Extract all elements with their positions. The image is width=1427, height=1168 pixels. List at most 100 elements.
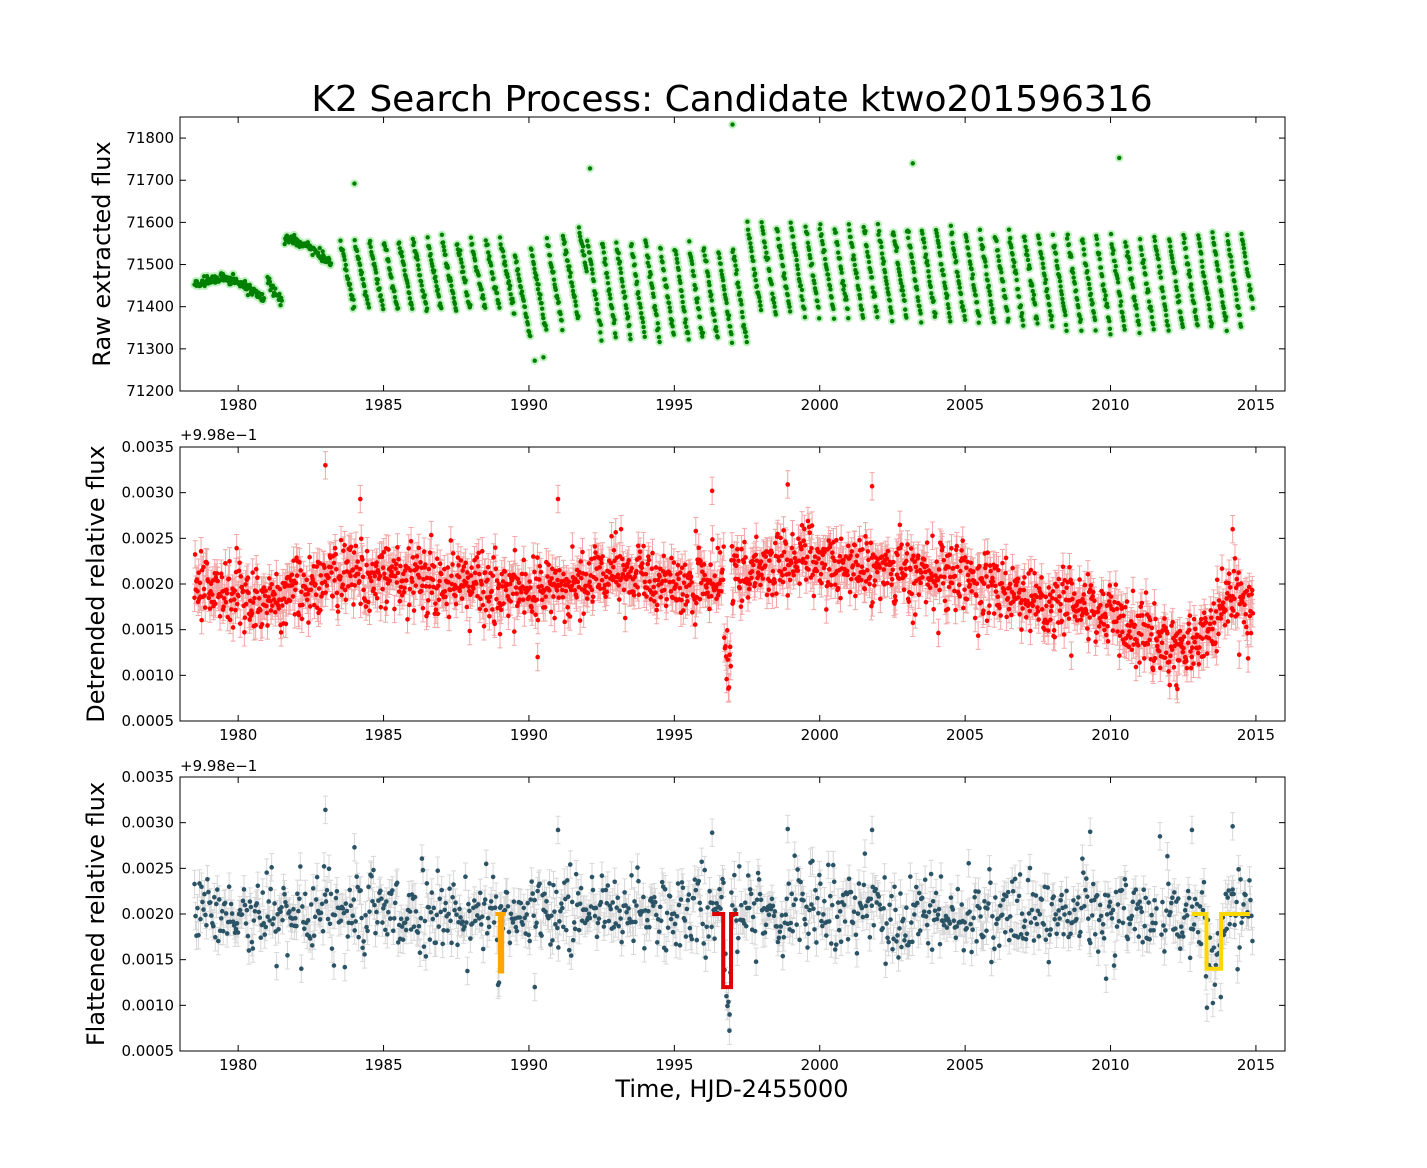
raw-data-point (591, 278, 596, 284)
raw-data-point (905, 235, 911, 241)
raw-data-point (942, 280, 947, 285)
raw-data-point (775, 229, 780, 234)
raw-data-point (1127, 259, 1132, 265)
raw-data-point (1049, 313, 1054, 319)
raw-data-point (776, 236, 781, 242)
raw-data-point (1149, 308, 1154, 313)
raw-data-point (794, 257, 799, 263)
raw-data-point (440, 240, 446, 245)
raw-data-point (1055, 266, 1060, 271)
raw-data-point (386, 259, 391, 264)
raw-data-point (967, 253, 972, 258)
raw-data-point (797, 279, 802, 284)
raw-data-point (569, 280, 575, 285)
raw-data-point (809, 261, 815, 266)
raw-data-point (340, 247, 346, 253)
raw-data-point (826, 277, 831, 282)
raw-data-point (1053, 251, 1059, 256)
raw-data-point (1173, 279, 1178, 284)
raw-data-point (1188, 282, 1194, 287)
raw-data-point (1073, 288, 1079, 293)
raw-data-point (977, 313, 982, 318)
raw-data-point (724, 300, 729, 306)
raw-data-point (815, 298, 820, 304)
raw-data-point (1001, 287, 1006, 293)
raw-data-point (1120, 314, 1126, 320)
raw-data-point (1059, 292, 1065, 297)
raw-data-point (1238, 324, 1244, 329)
raw-data-point (368, 244, 373, 250)
raw-data-point (405, 284, 411, 289)
raw-data-point (612, 317, 617, 323)
raw-data-point (517, 278, 522, 284)
raw-data-point (1169, 256, 1175, 261)
raw-data-point (491, 276, 496, 281)
raw-data-point (623, 294, 628, 299)
raw-data-point (739, 302, 744, 307)
raw-data-point (991, 319, 997, 325)
raw-data-point (445, 265, 451, 270)
raw-data-point (686, 337, 691, 342)
raw-data-point (921, 240, 927, 245)
raw-data-point (646, 264, 652, 269)
raw-data-point (1244, 260, 1249, 266)
raw-data-point (837, 256, 843, 261)
panel-raw: 1980 1985 1990 1995 2000 2005 2010 201571200713… (88, 116, 1286, 414)
raw-data-point (1020, 317, 1025, 323)
raw-data-point (1089, 297, 1094, 303)
raw-data-point (985, 278, 990, 283)
raw-data-point (378, 293, 384, 298)
raw-data-point (742, 326, 747, 331)
raw-data-point (261, 295, 267, 301)
raw-data-point (700, 334, 705, 339)
raw-data-point (1226, 242, 1231, 247)
raw-data-point (746, 232, 751, 237)
raw-data-point (682, 309, 687, 314)
raw-data-point (779, 255, 785, 261)
raw-data-point (840, 278, 846, 284)
raw-data-point (1118, 299, 1124, 304)
raw-data-point (1057, 279, 1063, 284)
raw-data-point (1080, 240, 1086, 246)
raw-data-point (356, 256, 362, 262)
raw-data-point (617, 259, 623, 264)
raw-data-point (935, 234, 940, 239)
raw-data-point (608, 296, 613, 301)
raw-data-point (1137, 330, 1142, 336)
raw-data-point (745, 219, 750, 224)
raw-data-point (1050, 323, 1055, 329)
raw-data-point (639, 311, 644, 316)
raw-data-point (354, 248, 360, 254)
raw-data-point (636, 290, 641, 295)
raw-data-point (910, 261, 916, 266)
raw-data-point (676, 267, 681, 272)
raw-data-point (1187, 274, 1193, 279)
raw-data-point (932, 314, 938, 319)
raw-data-point (734, 267, 739, 273)
raw-data-point (1134, 306, 1139, 311)
raw-data-point (728, 324, 733, 329)
raw-data-point (1008, 235, 1013, 241)
raw-data-point (448, 278, 454, 283)
raw-data-point (612, 331, 618, 336)
raw-data-point (1000, 279, 1006, 284)
raw-data-point (1131, 294, 1137, 300)
raw-data-point (1048, 317, 1054, 322)
raw-data-point (1146, 289, 1151, 294)
raw-data-point (722, 287, 727, 292)
raw-data-point (996, 258, 1002, 264)
raw-data-point (897, 273, 903, 278)
raw-data-point (1054, 258, 1059, 263)
raw-data-point (590, 271, 595, 276)
raw-data-point (1013, 271, 1019, 276)
raw-data-point (618, 270, 624, 275)
raw-data-point (732, 258, 738, 263)
raw-data-point (1207, 314, 1213, 320)
raw-data-point (1121, 323, 1127, 329)
raw-data-point (529, 247, 534, 252)
raw-data-point (1158, 275, 1164, 280)
raw-data-point (968, 262, 973, 267)
raw-data-point (587, 250, 592, 255)
raw-data-point (351, 297, 356, 302)
raw-data-point (1152, 238, 1158, 244)
